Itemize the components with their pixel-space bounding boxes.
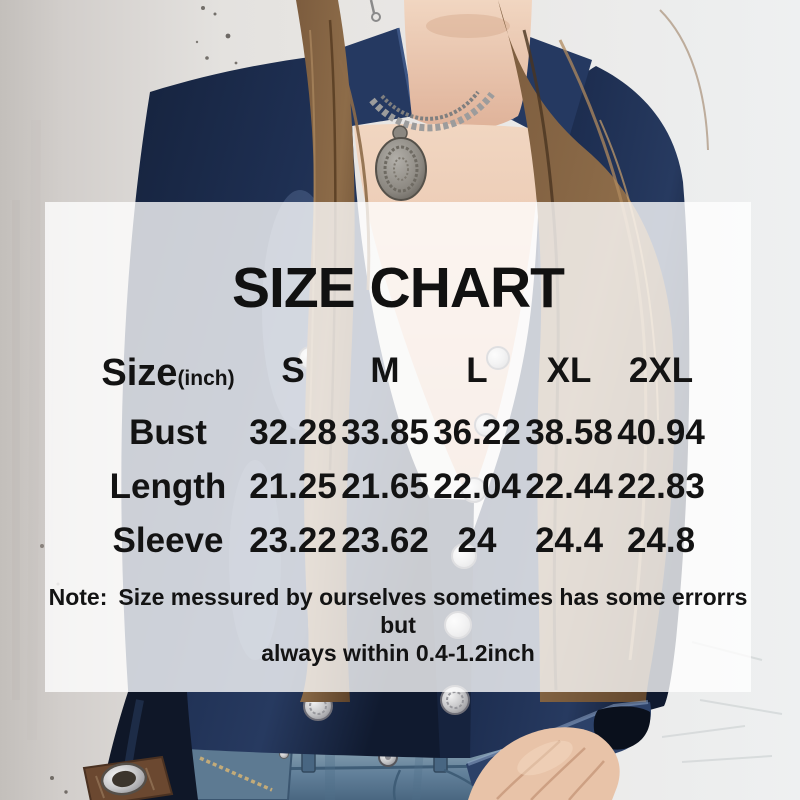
sleeve-xl: 24.4 bbox=[534, 521, 604, 560]
bust-s: 32.28 bbox=[249, 413, 337, 452]
length-2xl: 22.83 bbox=[617, 467, 705, 506]
col-header-m: M bbox=[370, 351, 400, 390]
unit-label: (inch) bbox=[177, 367, 235, 390]
size-table-header-label: Size (inch) bbox=[89, 344, 247, 406]
chin-shadow bbox=[426, 14, 510, 38]
col-header-l: L bbox=[466, 351, 488, 390]
necklace bbox=[369, 90, 495, 201]
row-label-sleeve: Sleeve bbox=[112, 521, 224, 560]
sleeve-m: 23.62 bbox=[341, 521, 429, 560]
note-line-1: Note: Size messured by ourselves sometime… bbox=[48, 584, 748, 638]
size-label: Size bbox=[101, 352, 178, 394]
length-l: 22.04 bbox=[433, 467, 521, 506]
col-header-s: S bbox=[281, 351, 305, 390]
col-header-xl: XL bbox=[546, 351, 592, 390]
bust-m: 33.85 bbox=[341, 413, 429, 452]
earring bbox=[369, 0, 381, 22]
model-hand bbox=[468, 727, 620, 800]
bust-l: 36.22 bbox=[433, 413, 521, 452]
sleeve-cuff-opening bbox=[593, 706, 651, 750]
size-chart-title: SIZE CHART bbox=[232, 256, 565, 320]
sleeve-s: 23.22 bbox=[249, 521, 337, 560]
size-table: Size (inch) S M L XL 2XL Bust 32.28 33.85… bbox=[45, 344, 751, 568]
row-label-length: Length bbox=[109, 467, 227, 506]
model-neck bbox=[404, 0, 532, 130]
length-xl: 22.44 bbox=[525, 467, 613, 506]
size-chart-panel: SIZE CHART Size (inch) S M L XL 2XL Bust … bbox=[45, 202, 751, 692]
note-prefix: Note: bbox=[48, 584, 108, 610]
bust-xl: 38.58 bbox=[525, 413, 613, 452]
bust-2xl: 40.94 bbox=[617, 413, 705, 452]
length-s: 21.25 bbox=[249, 467, 337, 506]
watch-bracelet bbox=[82, 755, 174, 800]
sleeve-l: 24 bbox=[457, 521, 497, 560]
col-header-2xl: 2XL bbox=[628, 351, 694, 390]
sleeve-2xl: 24.8 bbox=[626, 521, 696, 560]
length-m: 21.65 bbox=[341, 467, 429, 506]
row-label-bust: Bust bbox=[129, 413, 207, 452]
measurement-note: Note: Size messured by ourselves sometime… bbox=[45, 583, 751, 667]
note-line-2: always within 0.4-1.2inch bbox=[261, 640, 535, 666]
